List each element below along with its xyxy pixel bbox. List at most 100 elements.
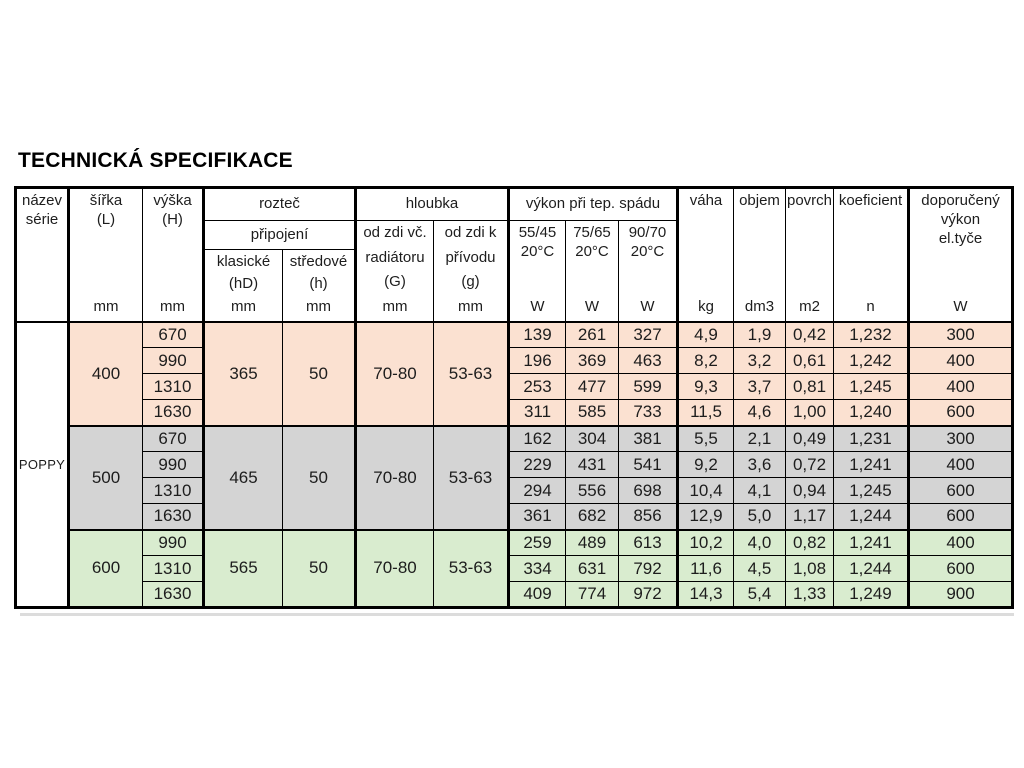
cell-output-5545: 253 xyxy=(508,373,566,400)
table-row: 1310 294 556 698 10,4 4,1 0,94 1,245 600 xyxy=(16,477,1013,504)
cell-recommended-output: 300 xyxy=(908,424,1013,452)
table-row: 1310 253 477 599 9,3 3,7 0,81 1,245 400 xyxy=(16,373,1013,400)
cell-height: 1310 xyxy=(142,373,205,400)
cell-depth-radiator: 70-80 xyxy=(355,424,434,530)
cell-output-7565: 261 xyxy=(565,320,619,348)
cell-height: 1310 xyxy=(142,555,205,582)
cell-surface: 0,72 xyxy=(785,451,834,478)
header-central-line1: středové xyxy=(289,253,348,270)
cell-depth-supply: 53-63 xyxy=(433,528,510,608)
cell-output-5545: 311 xyxy=(508,399,566,426)
cell-height: 670 xyxy=(142,320,205,348)
cell-surface: 0,81 xyxy=(785,373,834,400)
cell-volume: 4,1 xyxy=(733,477,786,504)
cell-pitch-central: 50 xyxy=(282,528,357,608)
cell-output-5545: 361 xyxy=(508,503,566,530)
cell-output-9070: 599 xyxy=(618,373,679,400)
header-output-7565-gradient: 75/65 xyxy=(573,224,611,241)
cell-depth-supply: 53-63 xyxy=(433,320,510,426)
header-depth1-line2: radiátoru xyxy=(365,248,425,266)
table-row: 600 990 565 50 70-80 53-63 259 489 613 1… xyxy=(16,528,1013,608)
cell-weight: 11,6 xyxy=(677,555,734,582)
cell-recommended-output: 300 xyxy=(908,320,1013,348)
header-output-5545: 55/45 20°C W xyxy=(508,220,566,322)
cell-output-9070: 972 xyxy=(618,581,679,608)
header-volume: objem dm3 xyxy=(733,187,786,322)
header-weight-label: váha xyxy=(689,192,723,209)
table-row: 1630 361 682 856 12,9 5,0 1,17 1,244 600 xyxy=(16,503,1013,530)
cell-output-9070: 733 xyxy=(618,399,679,426)
header-central-unit: mm xyxy=(306,297,331,315)
header-output-5545-gradient: 55/45 xyxy=(518,224,557,241)
cell-output-5545: 259 xyxy=(508,528,566,556)
cell-output-9070: 463 xyxy=(618,347,679,374)
header-depth1-line1: od zdi vč. xyxy=(363,224,427,241)
cell-weight: 8,2 xyxy=(677,347,734,374)
cell-output-5545: 229 xyxy=(508,451,566,478)
cell-volume: 5,4 xyxy=(733,581,786,608)
header-output-9070-unit: W xyxy=(640,297,655,315)
cell-height: 1630 xyxy=(142,399,205,426)
header-depth2-line2: přívodu xyxy=(445,248,496,266)
table-row: 1630 311 585 733 11,5 4,6 1,00 1,240 600 xyxy=(16,399,1013,426)
cell-pitch-classic: 565 xyxy=(203,528,283,608)
cell-output-9070: 327 xyxy=(618,320,679,348)
header-group-pitch: rozteč xyxy=(203,187,357,221)
table-shadow-line xyxy=(20,613,1014,616)
table-header: název série šířka (L) mm výška (H) mm ro… xyxy=(15,187,1013,322)
header-volume-label: objem xyxy=(739,192,780,209)
header-height-line1: výška xyxy=(153,192,192,209)
header-width: šířka (L) mm xyxy=(68,187,143,322)
cell-coefficient: 1,244 xyxy=(833,555,910,582)
cell-weight: 9,2 xyxy=(677,451,734,478)
cell-surface: 0,94 xyxy=(785,477,834,504)
cell-volume: 2,1 xyxy=(733,424,786,452)
cell-weight: 4,9 xyxy=(677,320,734,348)
header-central-line2: (h) xyxy=(309,275,328,293)
table-row: 500 670 465 50 70-80 53-63 162 304 381 5… xyxy=(16,424,1013,530)
cell-coefficient: 1,231 xyxy=(833,424,910,452)
cell-output-5545: 294 xyxy=(508,477,566,504)
header-coefficient: koeficient n xyxy=(833,187,910,322)
cell-output-7565: 304 xyxy=(565,424,619,452)
page-title: TECHNICKÁ SPECIFIKACE xyxy=(18,149,293,172)
header-classic-line1: klasické xyxy=(216,253,271,270)
cell-recommended-output: 400 xyxy=(908,347,1013,374)
table-row: 990 229 431 541 9,2 3,6 0,72 1,241 400 xyxy=(16,451,1013,478)
cell-coefficient: 1,245 xyxy=(833,373,910,400)
header-surface: povrch m2 xyxy=(785,187,834,322)
cell-height: 990 xyxy=(142,528,205,556)
header-coefficient-unit: n xyxy=(866,297,875,315)
cell-output-5545: 409 xyxy=(508,581,566,608)
cell-surface: 0,49 xyxy=(785,424,834,452)
header-output-9070-gradient: 90/70 xyxy=(628,224,667,241)
cell-coefficient: 1,245 xyxy=(833,477,910,504)
cell-recommended-output: 600 xyxy=(908,555,1013,582)
header-output-5545-temp: 20°C xyxy=(520,242,555,260)
cell-depth-radiator: 70-80 xyxy=(355,320,434,426)
cell-recommended-output: 600 xyxy=(908,399,1013,426)
cell-output-7565: 489 xyxy=(565,528,619,556)
header-output-7565-unit: W xyxy=(584,297,600,315)
header-output-9070-temp: 20°C xyxy=(630,242,665,260)
cell-output-5545: 334 xyxy=(508,555,566,582)
cell-pitch-classic: 365 xyxy=(203,320,283,426)
cell-width: 600 xyxy=(68,528,143,608)
cell-weight: 12,9 xyxy=(677,503,734,530)
header-depth-from-wall-supply: od zdi k přívodu (g) mm xyxy=(433,220,510,322)
header-classic-unit: mm xyxy=(231,297,256,315)
table-row: 1310 334 631 792 11,6 4,5 1,08 1,244 600 xyxy=(16,555,1013,582)
header-classic-connection: klasické (hD) mm xyxy=(203,249,283,322)
header-width-line2: (L) xyxy=(96,210,116,228)
cell-weight: 10,2 xyxy=(677,528,734,556)
cell-recommended-output: 400 xyxy=(908,373,1013,400)
cell-pitch-classic: 465 xyxy=(203,424,283,530)
cell-volume: 4,5 xyxy=(733,555,786,582)
cell-weight: 5,5 xyxy=(677,424,734,452)
cell-volume: 4,6 xyxy=(733,399,786,426)
cell-height: 990 xyxy=(142,451,205,478)
header-depth1-line3: (G) xyxy=(384,273,406,291)
header-recommended-line2: výkon xyxy=(940,210,981,228)
cell-output-5545: 196 xyxy=(508,347,566,374)
header-series-line1: název xyxy=(21,192,63,209)
